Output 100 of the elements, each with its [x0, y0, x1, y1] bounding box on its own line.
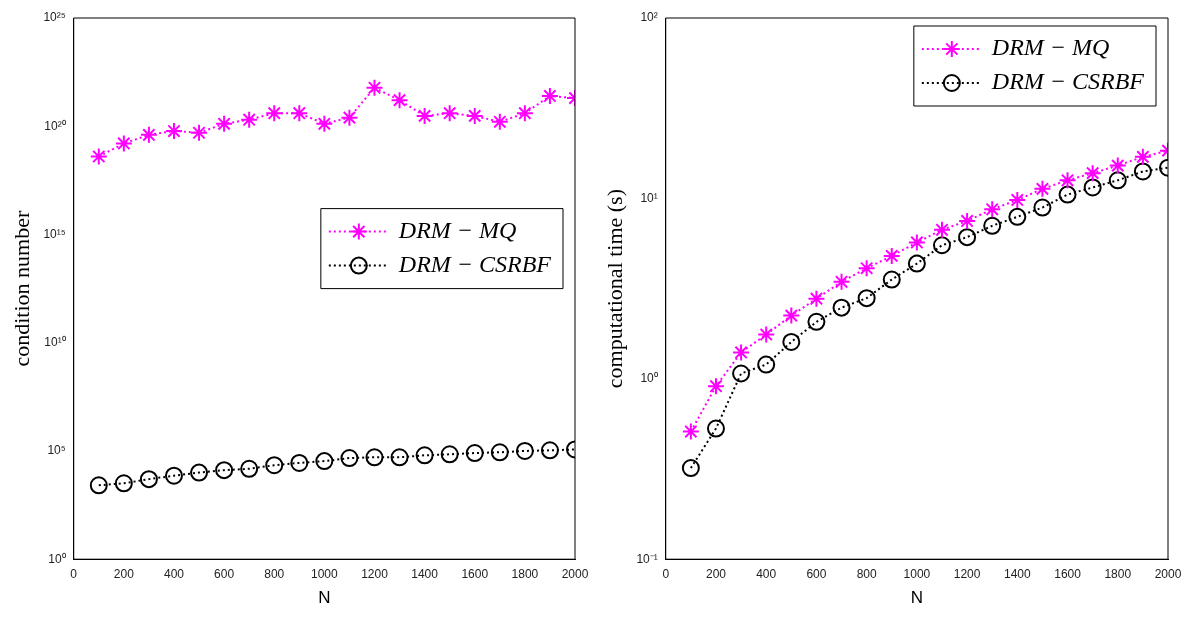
x-tick-label: 1400	[411, 566, 439, 581]
x-axis-title: N	[318, 588, 331, 608]
x-tick-label: 1800	[511, 566, 539, 581]
y-tick-label: 10⁻¹	[636, 551, 658, 566]
point	[390, 448, 409, 467]
x-tick-label: 2000	[561, 566, 589, 581]
point	[215, 114, 234, 133]
point	[265, 104, 284, 123]
y-tick-label: 10¹⁰	[44, 335, 66, 350]
y-tick-label: 10¹⁵	[43, 226, 66, 241]
x-tick-label: 0	[662, 566, 670, 581]
point	[1033, 198, 1052, 217]
point	[465, 106, 484, 125]
point	[1058, 171, 1077, 190]
point	[832, 298, 851, 317]
point	[832, 272, 851, 291]
x-tick-label: 1600	[461, 566, 489, 581]
point	[89, 147, 108, 166]
point	[190, 123, 209, 142]
y-tick-label: 10¹	[640, 190, 658, 205]
point	[89, 476, 108, 495]
point	[164, 122, 183, 141]
y-axis-title: computational time (s)	[601, 189, 627, 389]
point	[681, 422, 700, 441]
point	[958, 228, 977, 247]
x-tick-label: 1400	[1003, 566, 1031, 581]
point	[882, 246, 901, 265]
point	[983, 216, 1002, 235]
x-tick-label: 1200	[953, 566, 981, 581]
point	[290, 453, 309, 472]
legend-label: DRM − MQ	[990, 34, 1110, 61]
point	[757, 355, 776, 374]
point	[907, 233, 926, 252]
x-tick-label: 2000	[1154, 566, 1182, 581]
point	[340, 108, 359, 127]
point	[365, 448, 384, 467]
point	[1033, 179, 1052, 198]
x-tick-label: 200	[113, 566, 135, 581]
point	[490, 443, 509, 462]
point	[440, 445, 459, 464]
point	[340, 449, 359, 468]
point	[1008, 207, 1027, 226]
point	[540, 86, 559, 105]
x-tick-label: 600	[214, 566, 235, 581]
y-tick-label: 10²⁵	[43, 10, 66, 25]
x-tick-label: 1000	[903, 566, 931, 581]
y-axis-title: condition number	[8, 210, 34, 367]
point	[782, 306, 801, 325]
point	[857, 289, 876, 308]
point	[958, 211, 977, 230]
point	[706, 377, 725, 396]
x-tick-label: 1800	[1104, 566, 1132, 581]
x-tick-label: 400	[163, 566, 185, 581]
y-tick-label: 10²⁰	[44, 118, 66, 133]
y-tick-label: 10⁰	[48, 551, 66, 566]
point	[882, 270, 901, 289]
legend-label: DRM − CSRBF	[990, 68, 1145, 95]
point	[732, 364, 751, 383]
x-tick-label: 800	[264, 566, 285, 581]
point	[114, 474, 133, 493]
point	[1108, 171, 1127, 190]
point	[415, 106, 434, 125]
x-tick-label: 200	[705, 566, 727, 581]
point	[440, 104, 459, 123]
x-tick-label: 400	[756, 566, 777, 581]
point	[265, 456, 284, 475]
x-tick-label: 600	[806, 566, 827, 581]
point	[1058, 185, 1077, 204]
point	[732, 343, 751, 362]
point	[983, 200, 1002, 219]
point	[857, 259, 876, 278]
x-axis-title: N	[910, 588, 924, 608]
point	[681, 459, 700, 478]
x-tick-label: 0	[70, 566, 78, 581]
point	[807, 289, 826, 308]
y-tick-label: 10⁰	[640, 371, 658, 386]
point	[290, 104, 309, 123]
point	[315, 452, 334, 471]
point	[515, 104, 534, 123]
point	[515, 441, 534, 460]
point	[465, 444, 484, 463]
point	[932, 220, 951, 239]
point	[415, 446, 434, 465]
point	[907, 254, 926, 273]
point	[1133, 147, 1152, 166]
point	[782, 332, 801, 351]
legend-label: DRM − MQ	[397, 216, 517, 243]
x-tick-label: 1600	[1054, 566, 1082, 581]
point	[706, 419, 725, 438]
point	[1008, 190, 1027, 209]
point	[1108, 156, 1127, 175]
point	[932, 236, 951, 255]
legend-label: DRM − CSRBF	[397, 250, 552, 277]
point	[1083, 178, 1102, 197]
point	[139, 470, 158, 489]
x-tick-label: 800	[856, 566, 877, 581]
point	[365, 78, 384, 97]
point	[215, 461, 234, 480]
y-tick-label: 10⁵	[47, 443, 66, 458]
point	[807, 312, 826, 331]
